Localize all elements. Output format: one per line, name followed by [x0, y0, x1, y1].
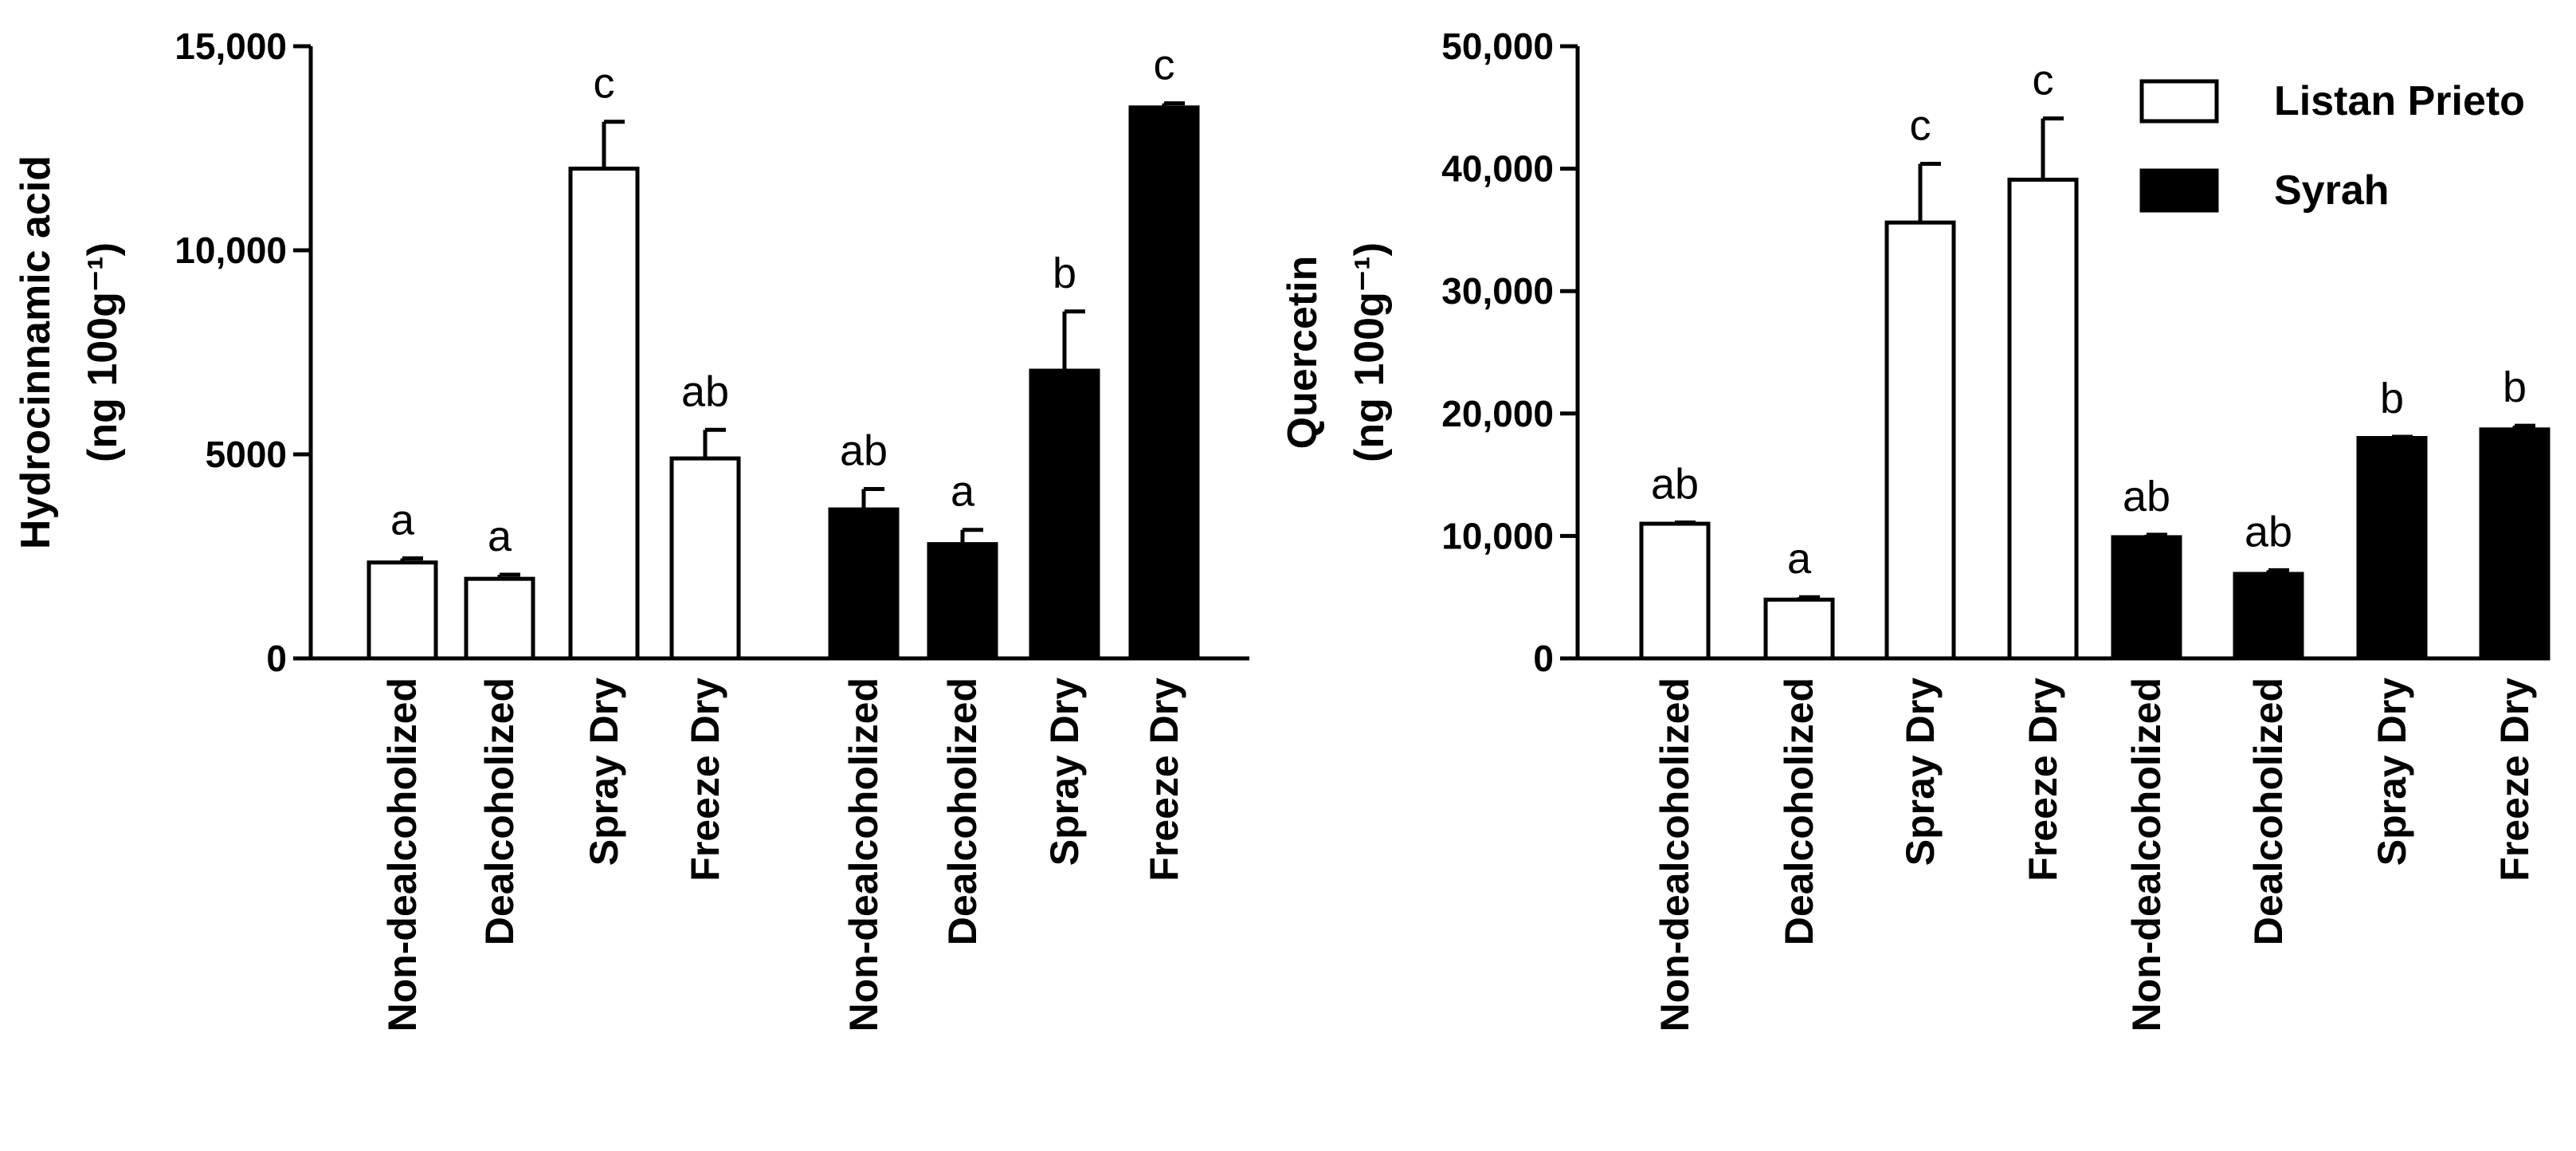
chart1-significance-letter: a: [488, 513, 512, 560]
chart2-category-label: Freeze Dry: [2021, 678, 2065, 882]
chart2-significance-letter: b: [2380, 375, 2404, 422]
chart2-significance-letter: c: [2033, 57, 2054, 104]
chart1-bar: [1128, 105, 1200, 661]
chart2-significance-letter: ab: [2245, 508, 2292, 556]
chart1-significance-letter: a: [951, 468, 975, 516]
chart2-significance-letter: ab: [1651, 461, 1699, 509]
chart1-bar: [828, 507, 900, 661]
chart2-bar: [1639, 521, 1711, 661]
chart1-y-tick-label: 10,000: [174, 230, 287, 271]
chart1-significance-letter: a: [390, 497, 415, 544]
chart2-bar: [1884, 220, 1956, 661]
chart2-bar: [1763, 597, 1835, 661]
chart2-legend-label: Listan Prieto: [2274, 78, 2525, 124]
chart2-y-tick-label: 40,000: [1441, 148, 1554, 190]
chart1-bar: [464, 576, 535, 661]
chart1-significance-letter: c: [1154, 41, 1175, 89]
chart1-bar: [1029, 368, 1100, 661]
chart2-category-label: Spray Dry: [2370, 678, 2414, 866]
chart2-y-tick-label: 0: [1533, 638, 1554, 679]
chart1-significance-letter: c: [594, 60, 615, 108]
chart2-category-label: Dealcoholized: [1777, 678, 1821, 945]
chart2-category-label: Non-dealcoholized: [2124, 678, 2169, 1031]
chart2-significance-letter: ab: [2123, 473, 2170, 521]
chart1-significance-letter: b: [1053, 249, 1076, 297]
chart1-category-label: Freeze Dry: [1142, 678, 1186, 882]
chart1-category-label: Dealcoholized: [477, 678, 522, 945]
chart2-bar: [2479, 427, 2551, 661]
chart1-y-axis-unit: (ng 100g⁻¹): [80, 242, 126, 462]
chart1-bar: [568, 167, 640, 661]
chart1-category-label: Non-dealcoholized: [380, 678, 425, 1031]
chart1-significance-letter: ab: [681, 367, 729, 415]
chart1-category-label: Dealcoholized: [940, 678, 985, 945]
chart2-y-tick-label: 50,000: [1441, 26, 1554, 67]
chart1-y-axis-title: Hydrocinnamic acid: [13, 155, 59, 549]
chart2-significance-letter: a: [1787, 535, 1812, 583]
chart2-y-axis-title: Quercetin: [1280, 256, 1326, 450]
chart2-category-label: Non-dealcoholized: [1653, 678, 1697, 1031]
chart2-legend-swatch: [2139, 168, 2219, 213]
chart1-bar: [669, 456, 741, 661]
chart2-bar: [2356, 436, 2428, 661]
chart2-y-tick-label: 20,000: [1441, 393, 1554, 434]
chart2-bar: [2111, 535, 2182, 661]
chart2-category-label: Spray Dry: [1898, 678, 1943, 866]
chart2-category-label: Dealcoholized: [2246, 678, 2291, 945]
chart1-category-label: Spray Dry: [582, 678, 626, 866]
chart2-significance-letter: c: [1910, 101, 1931, 149]
chart1-category-label: Spray Dry: [1042, 678, 1087, 866]
chart2-y-axis-unit: (ng 100g⁻¹): [1347, 242, 1393, 462]
chart1-y-tick-label: 15,000: [174, 26, 287, 67]
chart1-bar: [367, 560, 438, 661]
chart2-y-tick-label: 30,000: [1441, 270, 1554, 312]
chart1-y-tick-label: 0: [266, 638, 287, 679]
chart1-category-label: Non-dealcoholized: [841, 678, 886, 1031]
chart2-legend-label: Syrah: [2274, 167, 2390, 214]
chart2-legend-swatch: [2139, 79, 2219, 124]
chart1-bar: [927, 542, 998, 661]
chart2-y-tick-label: 10,000: [1441, 515, 1554, 556]
chart2-category-label: Freeze Dry: [2492, 678, 2537, 882]
chart2-bar: [2007, 177, 2079, 661]
chart1-category-label: Freeze Dry: [683, 678, 727, 882]
chart1-significance-letter: ab: [840, 427, 888, 475]
chart1-y-tick-label: 5000: [206, 434, 287, 475]
chart2-significance-letter: b: [2503, 363, 2527, 411]
chart2-bar: [2233, 572, 2304, 661]
